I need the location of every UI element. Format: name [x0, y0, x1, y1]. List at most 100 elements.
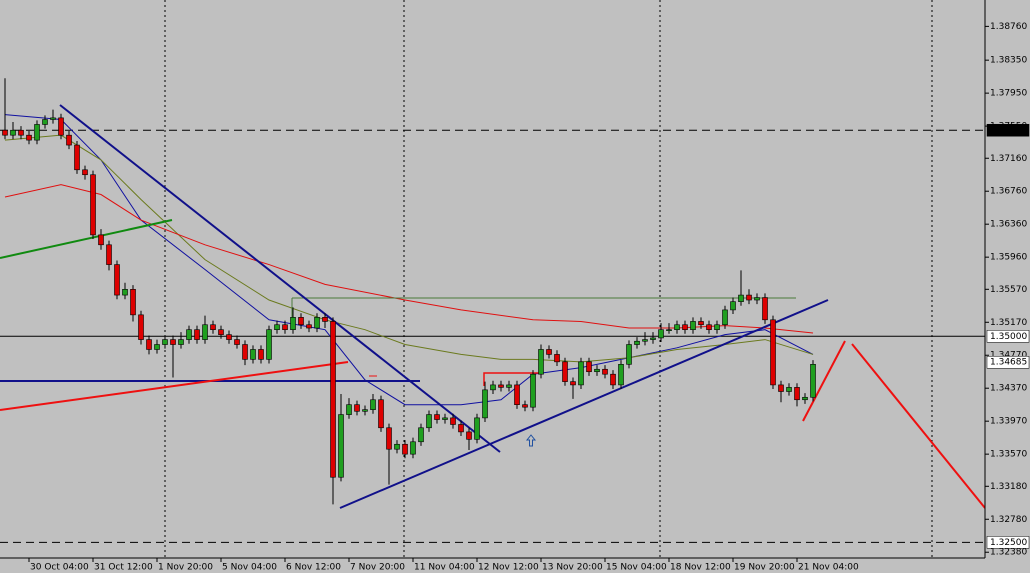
x-tick-label: 15 Nov 04:00	[606, 563, 667, 573]
candle-body	[594, 368, 600, 373]
candle-body	[514, 384, 520, 405]
candle-body	[266, 329, 272, 360]
x-tick-label: 31 Oct 12:00	[94, 563, 153, 573]
candle-body	[130, 289, 136, 316]
candle-body	[242, 344, 248, 360]
candle-body	[386, 427, 392, 450]
x-tick-label: 13 Nov 20:00	[542, 563, 603, 573]
candle-body	[154, 344, 160, 350]
candle-body	[650, 337, 656, 340]
candle-body	[570, 381, 576, 386]
candle-body	[442, 417, 448, 420]
candle-body	[762, 297, 768, 321]
y-tick-label: 1.33970	[990, 417, 1027, 427]
candle-body	[178, 339, 184, 345]
level-box	[986, 536, 1030, 549]
x-tick-label: 21 Nov 04:00	[798, 563, 859, 573]
candle-body	[90, 174, 96, 236]
drawings	[0, 104, 986, 509]
candle-body	[754, 297, 760, 301]
y-tick-label: 1.32780	[990, 515, 1027, 525]
candle-body	[450, 417, 456, 425]
candle-body	[378, 399, 384, 429]
candle-body	[730, 301, 736, 311]
x-tick-label: 7 Nov 20:00	[350, 563, 405, 573]
candle-body	[586, 361, 592, 373]
candle-body	[10, 129, 16, 136]
candle-body	[522, 404, 528, 408]
candle-body	[370, 399, 376, 410]
candle-body	[362, 409, 368, 412]
down-trend-line	[59, 104, 501, 453]
candle-body	[202, 324, 208, 340]
candle-body	[554, 354, 560, 363]
axes: 1.387601.383501.379501.375501.371601.367…	[28, 22, 1030, 573]
trend-line	[0, 361, 349, 411]
candle-body	[290, 317, 296, 330]
candle-body	[770, 319, 776, 386]
level-box	[986, 123, 1030, 137]
candle-body	[426, 414, 432, 429]
candle-body	[674, 324, 680, 330]
x-tick-label: 19 Nov 20:00	[734, 563, 795, 573]
candle-body	[602, 368, 608, 375]
candle-body	[626, 344, 632, 365]
y-tick-label: 1.37950	[990, 89, 1027, 99]
y-tick-label: 1.38760	[990, 22, 1027, 32]
candle-body	[402, 443, 408, 455]
forecast-line	[802, 340, 846, 422]
candle-body	[250, 349, 256, 360]
up-trend-line	[339, 299, 829, 509]
candle-body	[466, 431, 472, 440]
candle-body	[194, 329, 200, 340]
candle-body	[714, 324, 720, 330]
candle-body	[490, 384, 496, 391]
candle-body	[682, 324, 688, 330]
candle-body	[338, 414, 344, 478]
y-tick-label: 1.35570	[990, 285, 1027, 295]
y-tick-label: 1.36760	[990, 187, 1027, 197]
candle-body	[458, 424, 464, 433]
y-tick-label: 1.37160	[990, 154, 1027, 164]
candle-body	[322, 317, 328, 322]
candle-body	[298, 317, 304, 326]
x-tick-label: 5 Nov 04:00	[222, 563, 277, 573]
candle-body	[690, 321, 696, 330]
candle-body	[138, 314, 144, 340]
range-line	[483, 372, 540, 386]
trend-line	[0, 219, 173, 259]
y-tick-label: 1.34370	[990, 384, 1027, 394]
candle-body	[354, 404, 360, 412]
candle-body	[666, 329, 672, 331]
candle-body	[114, 264, 120, 296]
level-label: 1.37500	[990, 126, 1027, 136]
candle-body	[330, 321, 336, 478]
candle-body	[474, 417, 480, 440]
candle-body	[42, 119, 48, 125]
level-label: 1.32500	[990, 538, 1027, 548]
candle-body	[658, 329, 664, 339]
y-tick-label: 1.33180	[990, 482, 1027, 492]
candle-body	[18, 129, 24, 136]
candle-body	[210, 324, 216, 330]
candle-body	[786, 387, 792, 392]
candle-body	[218, 329, 224, 335]
candle-body	[530, 373, 536, 408]
x-tick-label: 1 Nov 20:00	[158, 563, 213, 573]
candle-body	[58, 117, 64, 136]
candle-body	[26, 134, 32, 141]
x-tick-label: 12 Nov 12:00	[478, 563, 539, 573]
candle-body	[122, 289, 128, 296]
candle-body	[778, 384, 784, 392]
candle-body	[634, 340, 640, 345]
candle-body	[546, 349, 552, 355]
candle-body	[538, 349, 544, 375]
levels	[0, 129, 985, 543]
candle-body	[618, 364, 624, 386]
candle-body	[706, 324, 712, 330]
candle-body	[234, 339, 240, 345]
candle-body	[186, 329, 192, 340]
forecast-line	[851, 343, 986, 509]
arrow-icon	[525, 434, 537, 447]
